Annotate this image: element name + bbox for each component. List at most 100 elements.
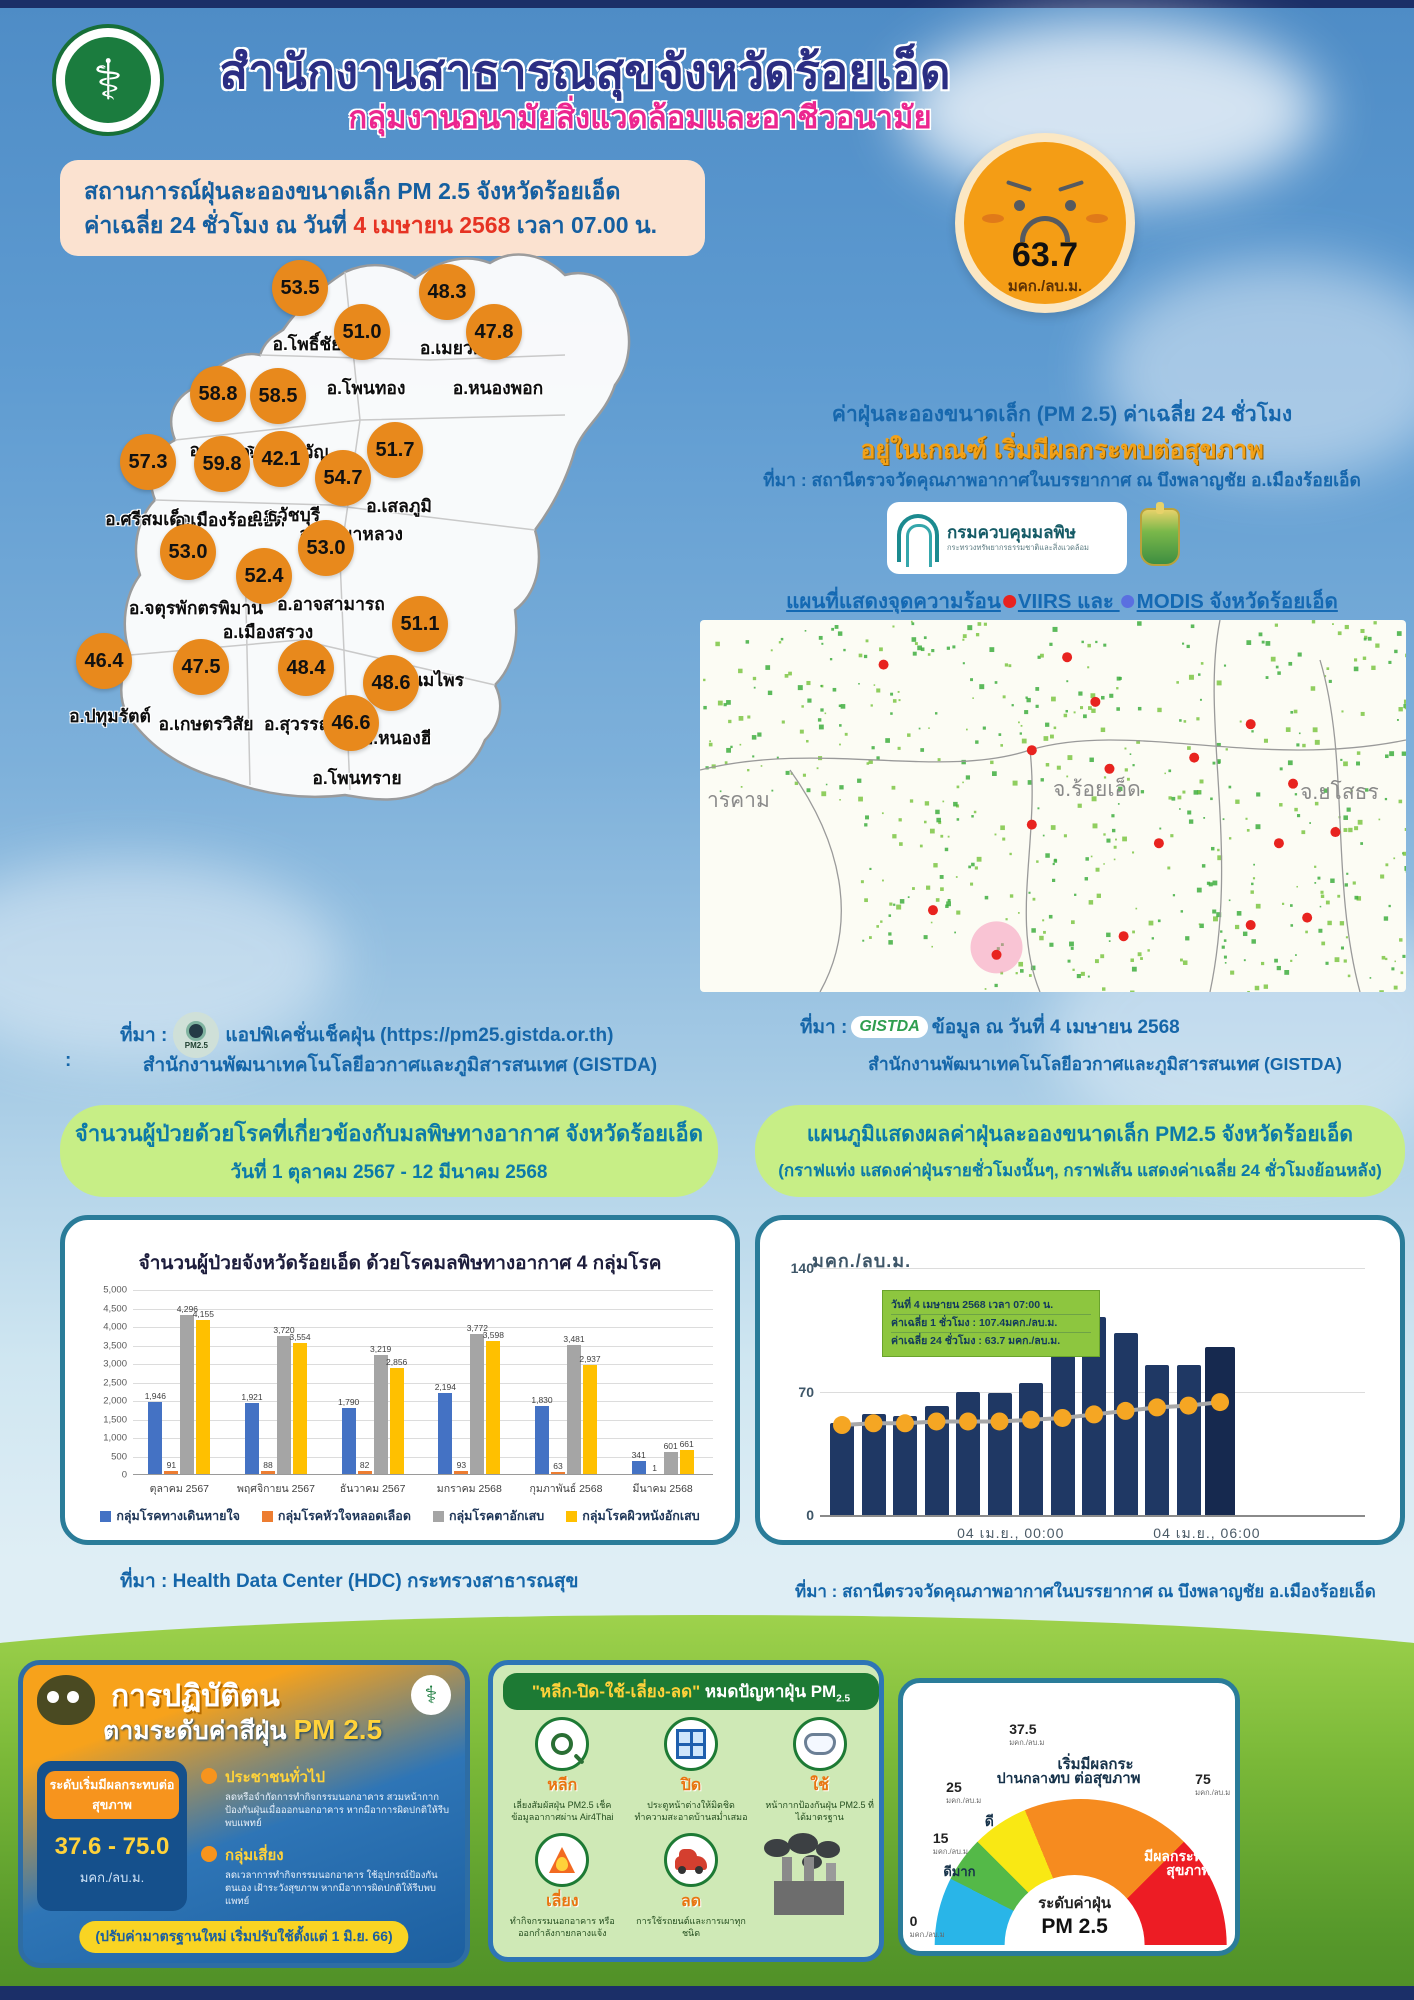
hourly-bar [1205,1347,1235,1515]
y-axis-tick: 1,500 [103,1414,127,1425]
legend-label: กลุ่มโรคผิวหนังอักเสบ [582,1509,700,1523]
y-axis-tick: 1,000 [103,1432,127,1444]
avg-line-point [1148,1398,1166,1417]
gauge-segment-label: ดี [984,1813,994,1830]
hourly-bar [1050,1356,1075,1515]
gridline [820,1268,1365,1269]
y-axis-tick: 2,000 [103,1395,127,1407]
window-icon [663,1717,718,1771]
hourly-bar [893,1416,917,1515]
hourly-bar [1145,1365,1169,1515]
pcd-name: กรมควบคุมมลพิษ [947,522,1076,542]
bar-group: 1,946 91 4,296 4,155 ตุลาคม 2567 [145,1304,214,1495]
hotspot-dot [1302,912,1313,923]
practice-group: ประชาชนทั่วไปลดหรือจำกัดการทำกิจกรรมนอกอ… [201,1765,459,1830]
gauge-tick: 75 มคก./ลบ.ม [1195,1771,1231,1798]
practice-level-box: ระดับเริ่มมีผลกระทบต่อสุขภาพ 37.6 - 75.0… [37,1761,187,1911]
map-source-line2: สำนักงานพัฒนาเทคโนโลยีอวกาศและภูมิสารสนเ… [142,1055,658,1076]
bar-value-label: 82 [359,1459,370,1470]
bar-value-label: 661 [679,1438,694,1449]
bar-value-label: 2,194 [434,1381,456,1392]
bar-value-label: 3,219 [370,1343,392,1354]
x-axis-category: ธันวาคม 2567 [339,1483,406,1495]
legend-item: กลุ่มโรคตาอักเสบ [432,1506,544,1526]
pm-chart-annotation: วันที่ 4 เมษายน 2568 เวลา 07:00 น. ค่าเฉ… [882,1290,1100,1357]
avg-line-point [990,1412,1009,1431]
pm-station-source: ที่มา : สถานีตรวจวัดคุณภาพอากาศในบรรยากา… [763,470,1361,490]
practice-group-desc: ลดหรือจำกัดการทำกิจกรรมนอกอาคาร สวมหน้าก… [225,1792,450,1829]
bar-value-label: 4,296 [176,1304,198,1315]
y-axis-tick: 3,000 [103,1358,127,1370]
bar-value-label: 3,481 [563,1334,585,1345]
avoid-tile-label: ใช้ [810,1777,829,1794]
gauge-segment-label: ดีมาก [943,1864,976,1880]
situation-line2: ค่าเฉลี่ย 24 ชั่วโมง ณ วันที่ 4 เมษายน 2… [84,212,658,238]
bar: 82 [357,1460,372,1474]
hotspot-dot [1090,696,1101,707]
practice-group-label: ประชาชนทั่วไป [225,1769,326,1786]
legend-item: กลุ่มโรคผิวหนังอักเสบ [566,1506,700,1526]
avg-line-point [833,1416,851,1435]
hotspot-map-label: ารคาม [707,788,770,812]
y-axis-tick: 140 [790,1260,814,1276]
sick-chart-panel: จำนวนผู้ป่วยจังหวัดร้อยเอ็ด ด้วยโรคมลพิษ… [60,1215,740,1545]
page-title: สำนักงานสาธารณสุขจังหวัดร้อยเอ็ด [219,45,951,98]
gauge-segment-label: มีผลกระทบ ต่อสุขภาพ [1144,1848,1234,1879]
bar-value-label: 4,155 [192,1309,214,1320]
hourly-bar [1019,1382,1043,1515]
right-banner: แผนภูมิแสดงผลค่าฝุ่นละอองขนาดเล็ก PM2.5 … [755,1105,1405,1197]
bar-value-label: 88 [263,1459,273,1470]
x-axis-label: 04 เม.ย., 06:00 [1153,1525,1261,1541]
left-banner: จำนวนผู้ป่วยด้วยโรคที่เกี่ยวข้องกับมลพิษ… [60,1105,718,1197]
factory-smoke-icon [758,1833,879,1919]
gauge-labels: ดีมาก ดี ปานกลาง เริ่มมีผลกระทบ ต่อสุขภาพ มี… [903,1683,1235,1951]
hotspot-map-link[interactable]: แผนที่แสดงจุดความร้อน VIIRS และ MODIS จัง… [786,590,1338,613]
bar-value-label: 2,856 [386,1357,408,1368]
bar: 3,554 [289,1332,311,1474]
avoid-tile-desc: การใช้รถยนต์และการเผาทุกชนิด [636,1916,746,1938]
hotspot-dot [1288,778,1299,789]
avg-line-point [1053,1408,1072,1427]
bar-value-label: 3,720 [273,1325,295,1336]
bar: 63 [551,1461,565,1474]
hotspot-dot [1104,763,1115,774]
practice-title2: ตามระดับค่าสีฝุ่น PM 2.5 [103,1714,383,1745]
gridline [133,1438,713,1439]
avg-line-point [1179,1396,1198,1415]
gistda-logo: GISTDA [851,1016,928,1038]
y-axis-tick: 2,500 [103,1377,127,1388]
avg-line-point [1022,1410,1040,1429]
situation-line1: สถานการณ์ฝุ่นละอองขนาดเล็ก PM 2.5 จังหวั… [84,178,621,204]
hotspot-map-label: จ.ร้อยเอ็ด [1053,777,1141,801]
x-axis-category: มกราคม 2568 [436,1483,502,1495]
pcd-subtitle: กระทรวงทรัพยากรธรรมชาติและสิ่งแวดล้อม [947,542,1089,552]
gridline [133,1382,713,1384]
gauge-segment-label: ปานกลาง [996,1770,1055,1787]
avoid-grid: หลีก เลี่ยงสัมผัสฝุ่น PM2.5 เช็คข้อมูลอาก… [501,1717,879,1939]
avoid-tile: ใช้ หน้ากากป้องกันฝุ่น PM2.5 ที่ได้มาตรฐา… [758,1717,879,1823]
bar: 3,219 [370,1344,391,1474]
sick-chart-title: จำนวนผู้ป่วยจังหวัดร้อยเอ็ด ด้วยโรคมลพิษ… [138,1253,662,1274]
practice-group-label: กลุ่มเสี่ยง [225,1847,284,1864]
avoid-tile: ปิด ประตูหน้าต่างให้มิดชิด ทำความสะอาดบ้า… [630,1717,753,1823]
moph-logo: ⚕ [52,24,164,136]
bar: 3,772 [467,1323,488,1474]
hotspot-dot [1118,931,1129,942]
provincial-crest-icon [1140,502,1180,566]
bar-value-label: 91 [166,1459,177,1470]
bar-group: 2,194 93 3,772 3,598 มกราคม 2568 [434,1323,504,1495]
gridline [820,1515,1365,1517]
y-axis-tick: 4,500 [103,1303,127,1314]
avoid-panel: "หลีก-ปิด-ใช้-เลี่ยง-ลด" หมดปัญหาฝุ่น PM… [488,1660,884,1962]
bar: 91 [164,1460,179,1474]
avg-line-point [1085,1405,1103,1424]
bar: 3,598 [483,1330,504,1474]
bullet-icon [201,1768,217,1784]
hourly-bar [1113,1333,1138,1515]
hotspot-dot [1245,719,1256,730]
hotspot-source-line2: สำนักงานพัฒนาเทคโนโลยีอวกาศและภูมิสารสนเ… [868,1054,1342,1074]
practice-panel: ⚕ การปฏิบัติตน ตามระดับค่าสีฝุ่น PM 2.5 … [18,1660,470,1968]
pm-status: อยู่ในเกณฑ์ เริ่มมีผลกระทบต่อสุขภาพ [860,436,1264,464]
bar: 1,921 [241,1392,263,1474]
